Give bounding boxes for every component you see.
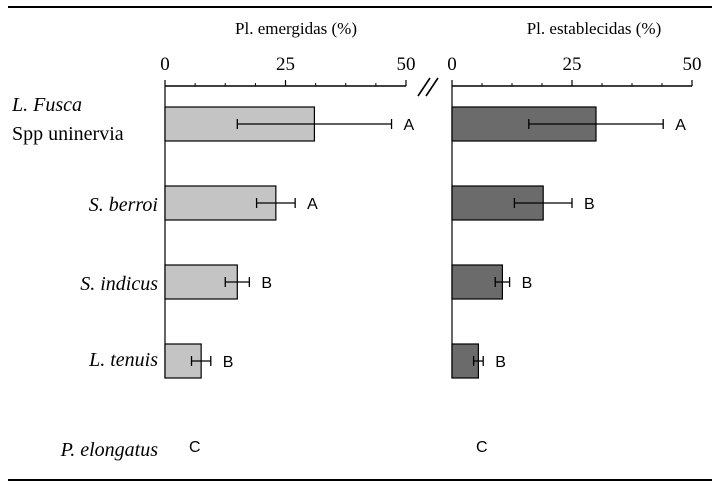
emergidas-tick-label: 0 xyxy=(160,54,170,75)
emergidas-significance-letter: A xyxy=(307,196,318,213)
establecidas-tick-label: 0 xyxy=(447,54,457,75)
category-label-sindicus: S. indicus xyxy=(80,273,158,295)
category-label-spp-uninervia: Spp uninervia xyxy=(12,123,124,145)
emergidas-significance-letter: A xyxy=(404,117,415,134)
emergidas-significance-letter: C xyxy=(189,439,201,456)
establecidas-significance-letter: B xyxy=(522,275,533,292)
category-label-lfusca: L. Fusca xyxy=(11,94,82,116)
right-panel-title: Pl. establecidas (%) xyxy=(527,19,662,38)
establecidas-tick-label: 25 xyxy=(563,54,582,75)
category-label-sberroi: S. berroi xyxy=(89,194,158,216)
category-label-ltenuis: L. tenuis xyxy=(88,349,158,371)
emergidas-tick-label: 50 xyxy=(397,54,416,75)
establecidas-significance-letter: C xyxy=(476,439,488,456)
emergidas-tick-label: 25 xyxy=(276,54,295,75)
emergidas-significance-letter: B xyxy=(223,354,234,371)
establecidas-significance-letter: A xyxy=(675,117,686,134)
category-label-pelongatus: P. elongatus xyxy=(60,439,159,461)
left-panel-title: Pl. emergidas (%) xyxy=(235,19,357,38)
establecidas-significance-letter: B xyxy=(495,354,506,371)
emergidas-significance-letter: B xyxy=(261,275,272,292)
establecidas-tick-label: 50 xyxy=(683,54,702,75)
establecidas-significance-letter: B xyxy=(584,196,595,213)
